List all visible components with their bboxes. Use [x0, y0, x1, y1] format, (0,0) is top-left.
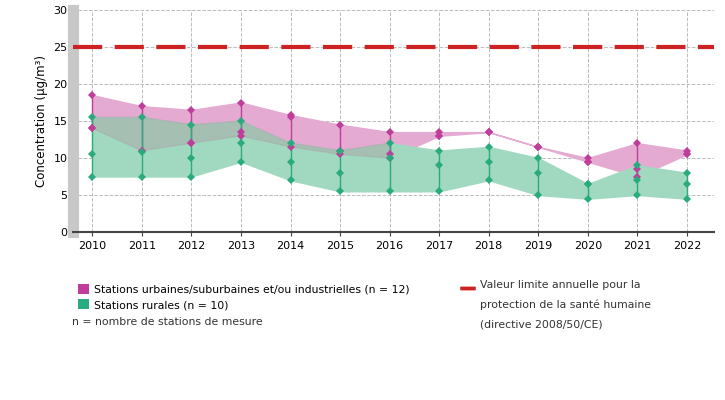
Text: n = nombre de stations de mesure: n = nombre de stations de mesure: [72, 318, 263, 328]
Y-axis label: Concentration (µg/m³): Concentration (µg/m³): [35, 55, 48, 187]
Text: protection de la santé humaine: protection de la santé humaine: [480, 300, 651, 310]
Text: (directive 2008/50/CE): (directive 2008/50/CE): [480, 320, 602, 330]
Text: Valeur limite annuelle pour la: Valeur limite annuelle pour la: [480, 280, 640, 290]
Legend: : [460, 284, 484, 294]
